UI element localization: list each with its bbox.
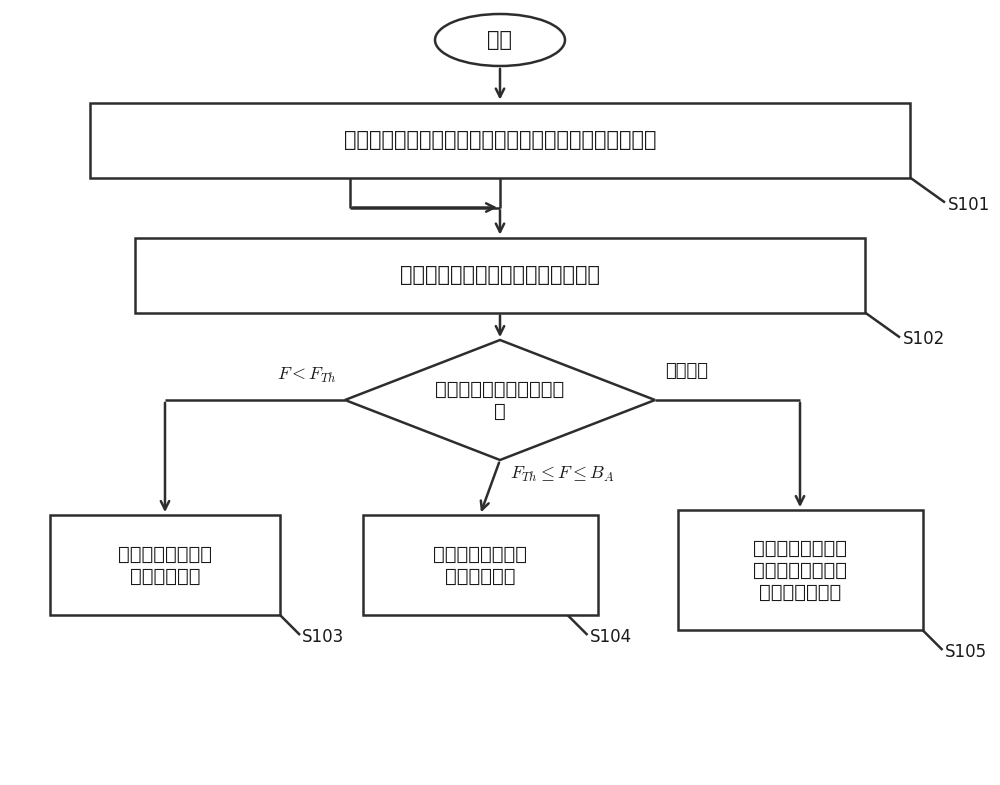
Bar (90, 103, 910, 177)
Text: 基于当前接入用户数量和总带宽确定各用户平均分配带宽: 基于当前接入用户数量和总带宽确定各用户平均分配带宽 (344, 130, 656, 150)
Text: 获取该用户在监测周期内的实时流量: 获取该用户在监测周期内的实时流量 (400, 265, 600, 285)
Bar (135, 238, 865, 312)
Text: 开始: 开始 (488, 30, 512, 50)
Bar (678, 510, 922, 630)
Text: S103: S103 (302, 628, 344, 646)
Text: 其他情况: 其他情况 (665, 362, 708, 380)
Ellipse shape (435, 14, 565, 66)
Bar (50, 515, 280, 615)
Text: S104: S104 (590, 628, 632, 646)
Text: 根据第一调整粒度
减小当前带宽: 根据第一调整粒度 减小当前带宽 (118, 545, 212, 586)
Text: $F_{Th} \leq F \leq B_A$: $F_{Th} \leq F \leq B_A$ (510, 465, 615, 484)
Text: S105: S105 (944, 643, 987, 661)
Bar (362, 515, 598, 615)
Polygon shape (345, 340, 655, 460)
Text: S102: S102 (903, 330, 945, 349)
Text: $F < F_{Th}$: $F < F_{Th}$ (277, 366, 337, 385)
Text: 如果在连续多个监测周期
内: 如果在连续多个监测周期 内 (435, 379, 565, 421)
Text: 不调整当前带宽，
并重新开始该用户
的测量周期计数: 不调整当前带宽， 并重新开始该用户 的测量周期计数 (753, 539, 847, 601)
Text: S101: S101 (948, 195, 990, 214)
Text: 根据第二调整粒度
增加当前带宽: 根据第二调整粒度 增加当前带宽 (433, 545, 527, 586)
